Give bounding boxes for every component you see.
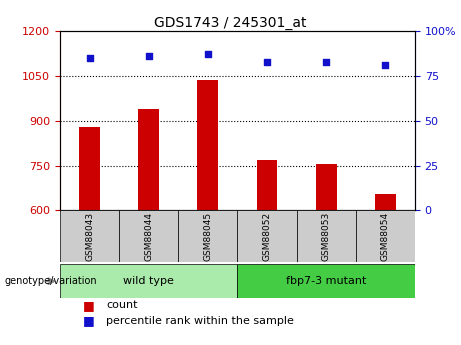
Text: GSM88052: GSM88052 (262, 212, 272, 261)
Bar (138, 109, 159, 210)
Bar (356, 210, 415, 262)
Bar (178, 210, 237, 262)
Text: wild type: wild type (123, 276, 174, 286)
Point (382, 62, 389, 68)
Bar (60, 210, 119, 262)
Bar (296, 210, 356, 262)
Text: fbp7-3 mutant: fbp7-3 mutant (286, 276, 366, 286)
Bar (79, 127, 100, 210)
Bar (60, 264, 237, 298)
Text: GSM88044: GSM88044 (144, 212, 153, 261)
Text: genotype/variation: genotype/variation (5, 276, 97, 286)
Text: percentile rank within the sample: percentile rank within the sample (106, 316, 294, 326)
Bar (316, 164, 337, 210)
Text: count: count (106, 300, 137, 310)
Bar (237, 264, 415, 298)
Text: ■: ■ (83, 314, 95, 327)
Text: GDS1743 / 245301_at: GDS1743 / 245301_at (154, 16, 307, 30)
Bar (119, 210, 178, 262)
Text: GSM88043: GSM88043 (85, 212, 94, 261)
Point (86, 55, 93, 61)
Point (263, 59, 271, 64)
Text: ■: ■ (83, 299, 95, 312)
Point (322, 59, 330, 64)
Point (145, 53, 152, 59)
Bar (375, 194, 396, 210)
Bar (257, 160, 278, 210)
Bar (237, 210, 296, 262)
Text: GSM88053: GSM88053 (322, 212, 331, 261)
Text: GSM88045: GSM88045 (203, 212, 213, 261)
Point (204, 52, 212, 57)
Bar (197, 80, 218, 210)
Text: GSM88054: GSM88054 (381, 212, 390, 261)
